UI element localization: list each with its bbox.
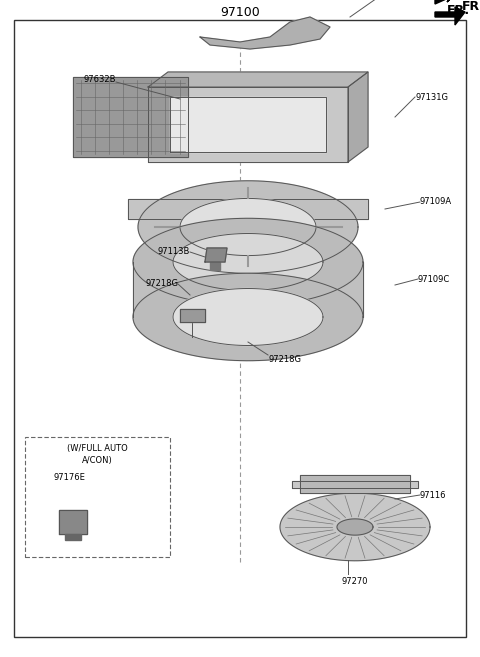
Text: 97113B: 97113B bbox=[157, 248, 190, 256]
Text: FR.: FR. bbox=[447, 3, 470, 16]
Text: (W/FULL AUTO: (W/FULL AUTO bbox=[67, 445, 128, 453]
Polygon shape bbox=[337, 519, 373, 535]
Polygon shape bbox=[180, 198, 316, 256]
Polygon shape bbox=[133, 273, 363, 361]
Polygon shape bbox=[210, 262, 220, 270]
Polygon shape bbox=[148, 72, 368, 87]
Text: 97218G: 97218G bbox=[145, 279, 178, 288]
Polygon shape bbox=[173, 288, 323, 346]
Polygon shape bbox=[173, 233, 323, 290]
Polygon shape bbox=[138, 181, 358, 273]
Polygon shape bbox=[200, 17, 330, 49]
Polygon shape bbox=[280, 493, 430, 560]
Text: A/CON): A/CON) bbox=[82, 457, 113, 466]
Polygon shape bbox=[133, 218, 363, 306]
Text: 97109C: 97109C bbox=[418, 275, 450, 284]
Text: 97632B: 97632B bbox=[84, 74, 116, 83]
Polygon shape bbox=[435, 7, 465, 25]
Text: 97131G: 97131G bbox=[415, 93, 448, 101]
Text: 97109A: 97109A bbox=[420, 198, 452, 206]
Polygon shape bbox=[205, 248, 227, 262]
Polygon shape bbox=[128, 199, 368, 219]
Polygon shape bbox=[300, 475, 410, 493]
Text: 97116: 97116 bbox=[420, 491, 446, 499]
Text: 97176E: 97176E bbox=[53, 472, 85, 482]
Text: 97218G: 97218G bbox=[268, 355, 301, 363]
Polygon shape bbox=[59, 510, 87, 534]
Polygon shape bbox=[133, 262, 363, 317]
Polygon shape bbox=[170, 97, 326, 152]
Polygon shape bbox=[348, 72, 368, 162]
Polygon shape bbox=[72, 77, 188, 157]
Polygon shape bbox=[292, 481, 418, 488]
Text: 97100: 97100 bbox=[220, 5, 260, 18]
Polygon shape bbox=[148, 87, 348, 162]
Polygon shape bbox=[435, 0, 455, 4]
Polygon shape bbox=[65, 534, 81, 540]
Text: FR.: FR. bbox=[462, 1, 480, 14]
Bar bbox=[25, 437, 170, 557]
Text: 97270: 97270 bbox=[342, 578, 368, 587]
Polygon shape bbox=[180, 309, 205, 322]
